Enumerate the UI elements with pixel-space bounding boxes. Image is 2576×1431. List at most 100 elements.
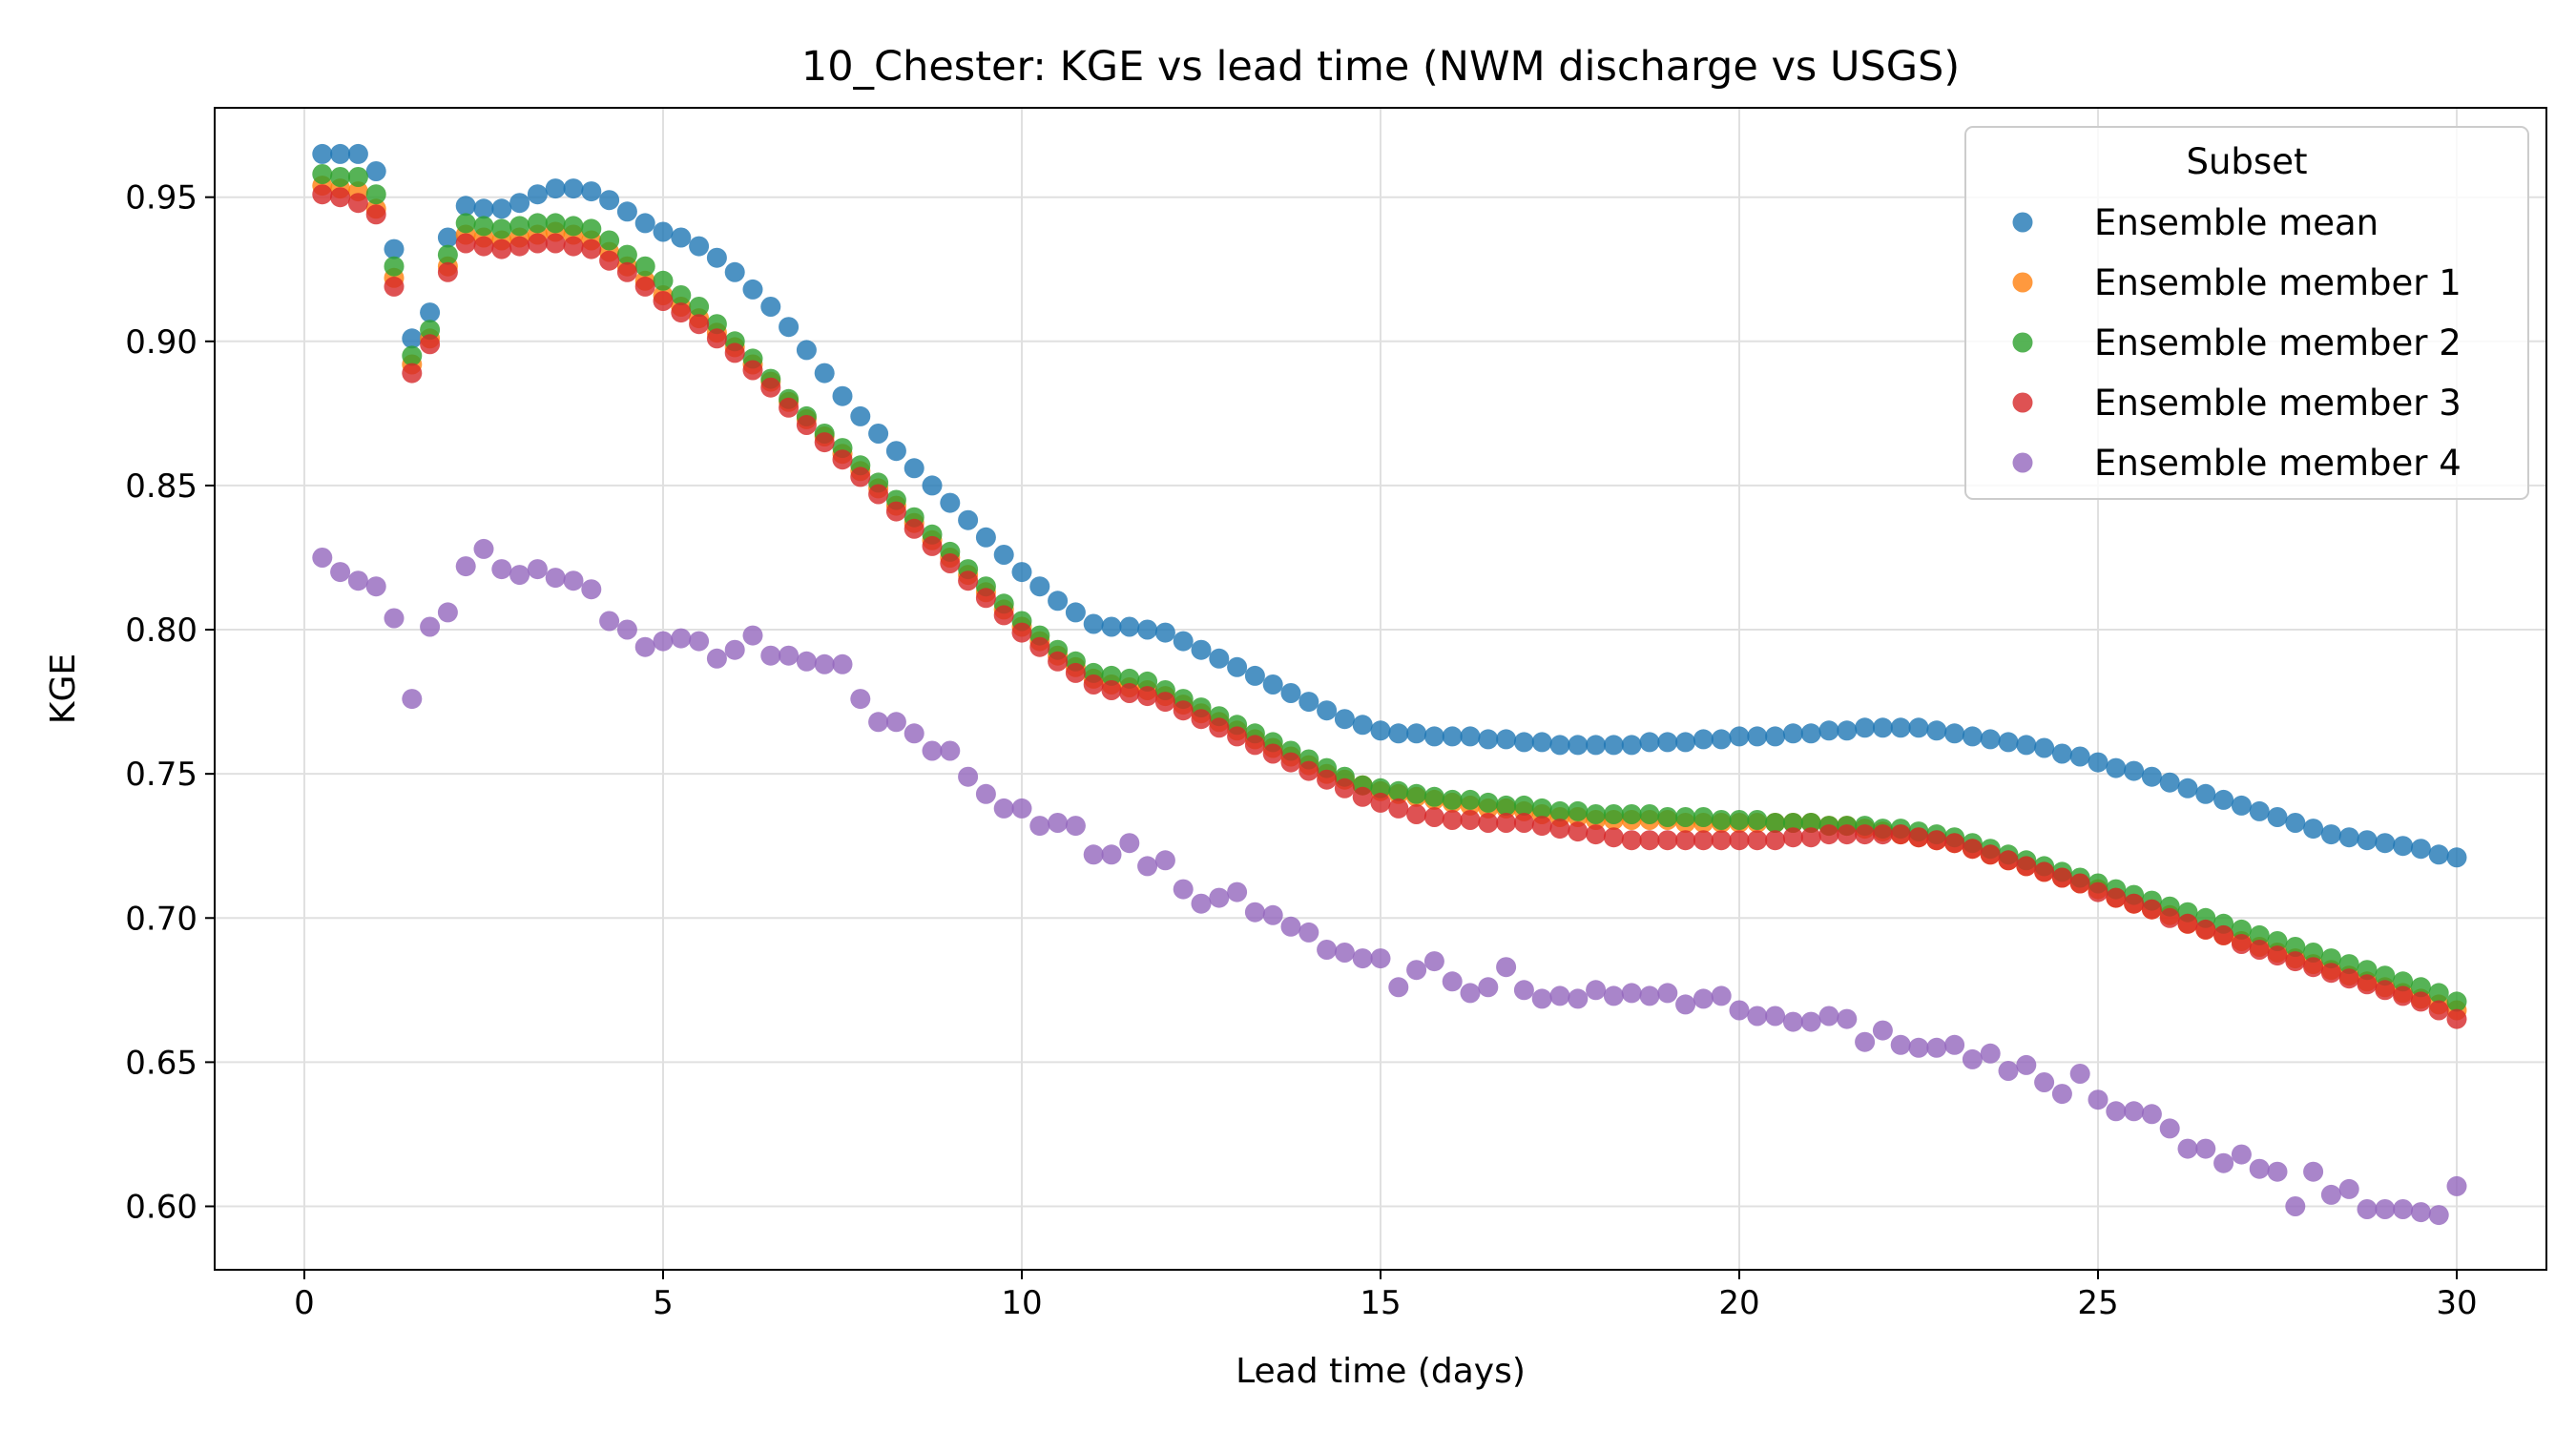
data-point <box>1837 824 1858 845</box>
data-point <box>634 276 655 297</box>
data-point <box>1280 683 1301 703</box>
data-point <box>975 527 996 548</box>
data-point <box>2034 737 2055 758</box>
legend-marker <box>2012 272 2033 293</box>
data-point <box>1908 827 1929 848</box>
data-point <box>491 238 512 259</box>
data-point <box>1370 792 1391 813</box>
data-point <box>1639 985 1660 1006</box>
data-point <box>850 405 871 426</box>
data-point <box>312 143 333 164</box>
legend-marker <box>2012 332 2033 353</box>
data-point <box>420 320 441 341</box>
data-point <box>384 608 405 629</box>
legend-title: Subset <box>2187 141 2308 182</box>
data-point <box>868 484 889 505</box>
data-point <box>1621 830 1642 851</box>
data-point <box>724 261 745 282</box>
data-point <box>1048 591 1069 612</box>
data-point <box>1083 844 1104 865</box>
data-point <box>563 216 584 237</box>
data-point <box>2177 1138 2198 1159</box>
data-point <box>1460 789 1481 810</box>
data-point <box>1460 810 1481 830</box>
data-point <box>1568 800 1589 821</box>
data-point <box>653 270 674 291</box>
data-point <box>581 218 602 239</box>
data-point <box>1423 807 1444 827</box>
data-point <box>473 538 494 559</box>
data-point <box>634 256 655 277</box>
y-tick-label: 0.60 <box>125 1189 197 1227</box>
data-point <box>2338 954 2359 975</box>
data-point <box>1621 735 1642 756</box>
data-point <box>1011 798 1032 819</box>
data-point <box>2106 887 2127 908</box>
data-point <box>402 689 423 710</box>
data-point <box>599 611 620 632</box>
data-point <box>1460 726 1481 747</box>
data-point <box>1890 1034 1911 1055</box>
data-point <box>312 164 333 184</box>
data-point <box>1262 674 1283 695</box>
data-point <box>1711 985 1732 1006</box>
data-point <box>1693 729 1714 750</box>
data-point <box>2016 856 2037 877</box>
data-point <box>779 645 800 666</box>
data-point <box>1962 726 1983 747</box>
data-point <box>1944 723 1965 744</box>
data-point <box>1800 827 1821 848</box>
data-point <box>958 570 979 591</box>
data-point <box>545 233 566 254</box>
data-point <box>2446 991 2467 1012</box>
data-point <box>2124 1101 2145 1122</box>
data-point <box>347 193 368 214</box>
data-point <box>420 334 441 355</box>
data-point <box>975 588 996 609</box>
data-point <box>1370 948 1391 969</box>
data-point <box>1800 723 1821 744</box>
data-point <box>2285 813 2306 833</box>
data-point <box>1317 700 1338 721</box>
data-point <box>1227 726 1248 747</box>
data-point <box>1908 717 1929 738</box>
data-point <box>634 636 655 657</box>
data-point <box>1370 778 1391 798</box>
data-point <box>1478 813 1499 833</box>
data-point <box>1855 824 1876 845</box>
data-point <box>1154 850 1175 871</box>
data-point <box>1765 726 1786 747</box>
data-point <box>1782 1011 1803 1032</box>
data-point <box>1227 881 1248 902</box>
data-point <box>2303 1161 2324 1182</box>
data-point <box>527 184 548 205</box>
y-tick-label: 0.65 <box>125 1044 197 1082</box>
data-point <box>2231 934 2252 954</box>
data-point <box>2051 867 2072 888</box>
x-tick-label: 0 <box>294 1284 315 1322</box>
data-point <box>904 458 924 479</box>
data-point <box>2320 948 2341 969</box>
data-point <box>689 631 710 652</box>
data-point <box>545 213 566 234</box>
y-axis-label: KGE <box>44 653 83 724</box>
data-point <box>1711 830 1732 851</box>
data-point <box>312 184 333 205</box>
data-point <box>2267 931 2288 951</box>
data-point <box>384 238 405 259</box>
data-point <box>1693 807 1714 827</box>
data-point <box>1747 810 1768 830</box>
data-point <box>1782 723 1803 744</box>
data-point <box>365 184 386 205</box>
data-point <box>1729 726 1750 747</box>
data-point <box>1496 795 1517 816</box>
data-point <box>527 213 548 234</box>
data-point <box>993 545 1014 565</box>
data-point <box>2338 827 2359 848</box>
x-tick-label: 30 <box>2436 1284 2477 1322</box>
data-point <box>473 198 494 219</box>
data-point <box>885 501 906 522</box>
data-point <box>1603 827 1624 848</box>
data-point <box>1244 902 1265 923</box>
data-point <box>2124 760 2145 781</box>
